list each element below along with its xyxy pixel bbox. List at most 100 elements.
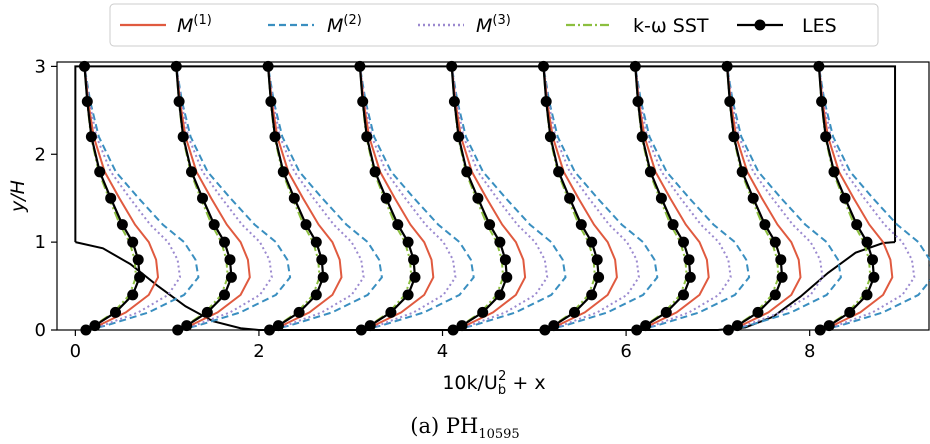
les-marker (593, 271, 605, 283)
les-marker (499, 254, 511, 266)
les-marker (262, 60, 274, 72)
les-marker (575, 219, 587, 231)
les-marker (569, 306, 580, 318)
les-marker (80, 324, 92, 336)
les-marker (300, 219, 312, 231)
les-marker (219, 236, 230, 248)
profile-m2-station-0 (83, 66, 200, 331)
les-marker (538, 60, 549, 72)
figure-caption: (a) PH10595 (410, 414, 519, 442)
les-marker (402, 236, 414, 248)
les-marker (364, 320, 376, 332)
les-marker (759, 219, 771, 231)
les-marker (89, 320, 101, 332)
legend-marker-les (754, 19, 766, 31)
profile-m1-station-8 (817, 66, 894, 331)
profile-m2-station-7 (726, 66, 842, 331)
les-marker (173, 96, 185, 107)
les-marker (354, 60, 366, 72)
les-marker (640, 320, 652, 332)
x-tick-label: 8 (804, 341, 815, 362)
les-marker (264, 324, 275, 336)
les-marker (456, 320, 468, 332)
les-marker (776, 271, 788, 283)
les-marker (731, 320, 743, 332)
profile-m1-station-4 (450, 66, 527, 331)
profile-m1-station-6 (634, 66, 710, 331)
tick-layer: 0 2 4 6 8 0 1 2 3 (35, 56, 816, 362)
les-marker (736, 166, 748, 178)
les-marker (839, 192, 851, 204)
les-marker (361, 131, 373, 143)
les-marker (861, 236, 873, 248)
profile-m2-station-6 (634, 66, 751, 331)
les-marker (851, 219, 863, 231)
profile-m1-station-5 (542, 66, 618, 331)
legend-label-m2: M(2) (327, 13, 362, 37)
les-marker (684, 271, 696, 283)
les-marker (369, 166, 381, 178)
les-marker (477, 306, 489, 318)
les-marker (553, 166, 565, 178)
les-marker (219, 289, 230, 301)
les-marker (769, 236, 781, 248)
les-marker (484, 219, 496, 231)
les-marker (402, 289, 414, 301)
les-marker (170, 60, 182, 72)
les-marker (316, 254, 328, 266)
les-marker (586, 289, 598, 301)
les-marker (548, 320, 560, 332)
y-axis-label: y/H (7, 180, 29, 213)
les-marker (816, 96, 828, 107)
les-marker (134, 271, 146, 283)
les-marker (644, 166, 656, 178)
les-marker (181, 320, 193, 332)
les-marker (201, 306, 213, 318)
les-marker (678, 236, 689, 248)
les-marker (409, 271, 421, 283)
les-marker (448, 96, 460, 107)
les-marker (105, 192, 117, 204)
les-marker (265, 96, 277, 107)
les-marker (752, 306, 764, 318)
les-marker (224, 254, 236, 266)
les-marker (116, 219, 128, 231)
profile-m1-station-3 (358, 66, 435, 331)
les-marker (385, 306, 397, 318)
series-layer (79, 60, 930, 336)
les-marker (127, 289, 139, 301)
les-marker (861, 289, 873, 301)
les-marker (132, 254, 144, 266)
legend-label-les: LES (802, 15, 837, 37)
les-marker (820, 131, 832, 143)
les-marker (631, 324, 643, 336)
x-tick-label: 2 (253, 341, 264, 362)
x-tick-label: 6 (620, 341, 631, 362)
les-marker (447, 324, 459, 336)
les-marker (814, 324, 826, 336)
les-marker (269, 131, 281, 143)
legend-frame (109, 3, 879, 47)
les-marker (494, 289, 506, 301)
les-marker (197, 192, 208, 204)
les-marker (408, 254, 420, 266)
les-marker (277, 166, 289, 178)
les-marker (868, 271, 880, 283)
les-marker (683, 254, 695, 266)
les-marker (310, 289, 322, 301)
les-marker (501, 271, 513, 283)
les-marker (81, 96, 93, 107)
les-marker (722, 324, 734, 336)
profile-m2-station-2 (267, 66, 383, 331)
les-marker (446, 60, 458, 72)
les-marker (564, 192, 576, 204)
x-axis-label: 10k/Ub2 + x (442, 369, 545, 398)
legend-label-m3: M(3) (476, 13, 511, 37)
les-marker (544, 131, 556, 143)
les-marker (629, 60, 641, 72)
channel-outline (74, 65, 897, 243)
les-marker (823, 320, 835, 332)
les-marker (392, 219, 404, 231)
les-marker (844, 306, 856, 318)
x-tick-label: 0 (70, 341, 81, 362)
